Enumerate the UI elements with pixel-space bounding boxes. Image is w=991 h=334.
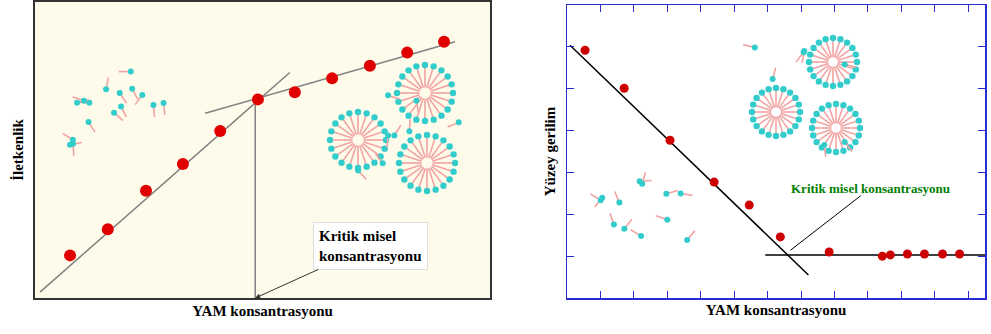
svg-text:Yüzey gerilim: Yüzey gerilim	[542, 106, 558, 196]
svg-text:İletkenlik: İletkenlik	[10, 119, 26, 181]
svg-text:YAM konsantrasyonu: YAM konsantrasyonu	[706, 302, 847, 318]
svg-text:YAM konsantrasyonu: YAM konsantrasyonu	[192, 303, 333, 319]
svg-text:Kritik misel konsantrasyonu: Kritik misel konsantrasyonu	[791, 181, 950, 196]
svg-text:Kritik miselkonsantrasyonu: Kritik miselkonsantrasyonu	[319, 228, 422, 264]
